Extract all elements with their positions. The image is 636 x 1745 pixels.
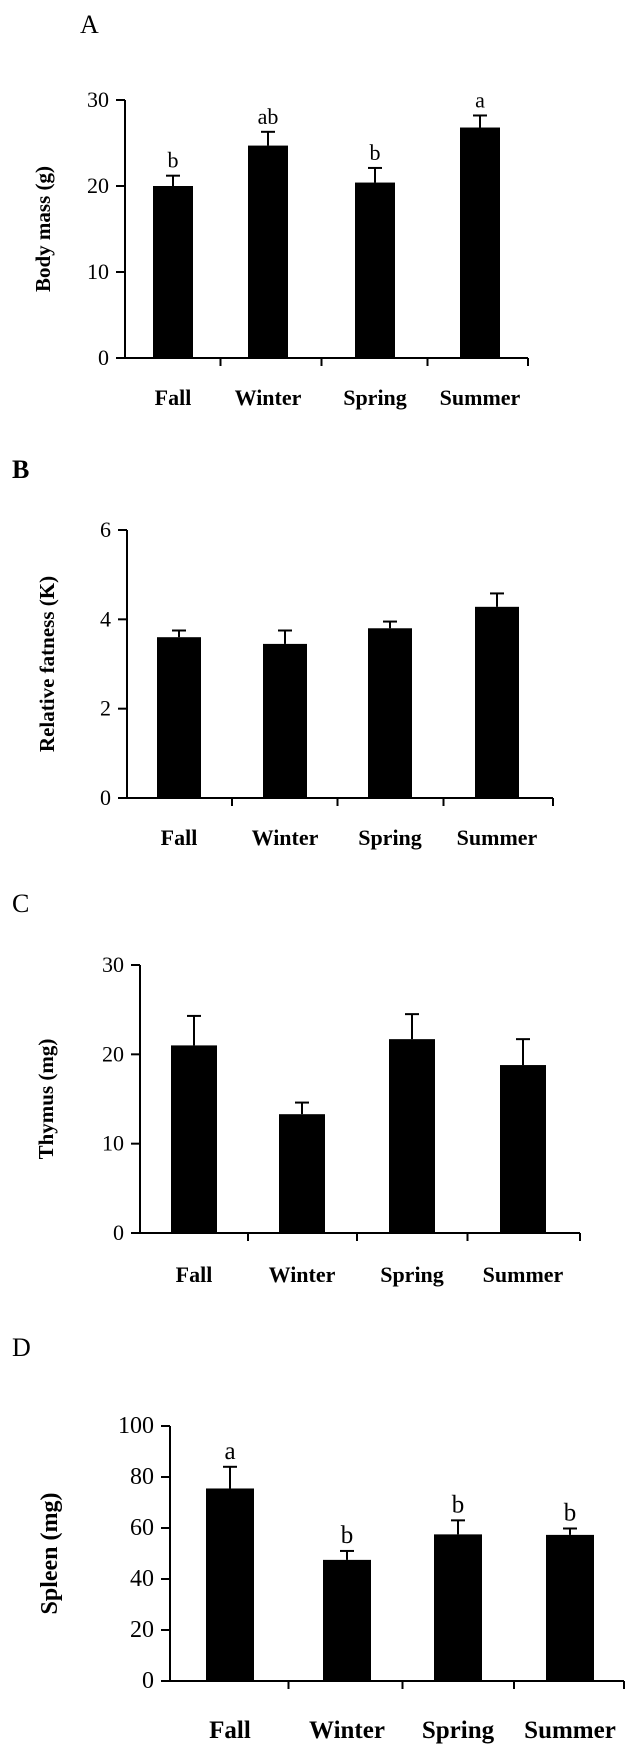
y-tick-label-c: 30 [102, 952, 124, 977]
bar-d-spring [434, 1534, 482, 1681]
significance-label-d: b [452, 1491, 465, 1518]
y-tick-label-d: 20 [130, 1617, 154, 1643]
category-label-a: Summer [440, 385, 521, 410]
significance-label-a: a [475, 87, 485, 112]
panel-a: A 0 10 20 30 b Fall ab Winter b Spring a Summer Body … [31, 10, 529, 410]
y-tick-label-b: 6 [100, 517, 111, 542]
category-label-b: Spring [358, 825, 422, 850]
bar-b-fall [157, 637, 201, 798]
y-tick-label-a: 20 [87, 173, 109, 198]
panel-label-d: D [12, 1333, 31, 1362]
category-label-a: Spring [343, 385, 407, 410]
bar-d-summer [546, 1534, 594, 1681]
bar-d-fall [206, 1488, 254, 1681]
bar-a-summer [460, 127, 500, 359]
y-tick-label-d: 80 [130, 1464, 154, 1490]
y-axis-title-b: Relative fatness (K) [35, 576, 59, 752]
category-label-c: Summer [483, 1262, 564, 1287]
bar-c-summer [500, 1065, 546, 1233]
significance-label-d: a [224, 1438, 235, 1465]
significance-label-d: b [341, 1522, 354, 1549]
panel-label-c: C [12, 889, 29, 918]
panel-b: B 0 2 4 6 Fall Winter Spring Summer Relative fatn… [12, 455, 554, 850]
y-tick-label-b: 0 [100, 785, 111, 810]
y-tick-label-a: 10 [87, 259, 109, 284]
y-axis-title-c: Thymus (mg) [34, 1039, 58, 1160]
category-label-c: Fall [176, 1262, 213, 1287]
bar-c-fall [171, 1045, 217, 1233]
category-label-c: Spring [380, 1262, 444, 1287]
panel-label-b: B [12, 455, 29, 484]
y-axis-title-d: Spleen (mg) [37, 1493, 63, 1615]
bar-a-fall [153, 186, 193, 358]
y-tick-label-c: 20 [102, 1041, 124, 1066]
panel-d: D 0 20 40 60 80 100 a Fall b Winter b Spring b Summer S… [12, 1333, 625, 1744]
category-label-c: Winter [269, 1262, 336, 1287]
bar-b-winter [263, 643, 307, 798]
bar-c-spring [389, 1039, 435, 1233]
y-tick-label-a: 30 [87, 87, 109, 112]
category-label-d: Winter [309, 1717, 385, 1744]
bar-c-winter [279, 1114, 325, 1233]
y-tick-label-a: 0 [98, 345, 109, 370]
panel-label-a: A [80, 10, 99, 39]
bar-b-summer [475, 606, 519, 798]
category-label-a: Winter [235, 385, 302, 410]
bar-a-winter [248, 145, 288, 358]
category-label-b: Winter [252, 825, 319, 850]
panel-c: C 0 10 20 30 Fall Winter Spring Summer Thymus (mg… [12, 889, 581, 1287]
y-tick-label-b: 2 [100, 696, 111, 721]
category-label-d: Summer [524, 1717, 616, 1744]
significance-label-a: b [168, 148, 179, 173]
y-tick-label-d: 60 [130, 1515, 154, 1541]
y-tick-label-d: 40 [130, 1566, 154, 1592]
y-tick-label-c: 10 [102, 1131, 124, 1156]
significance-label-d: b [564, 1500, 577, 1527]
significance-label-a: ab [258, 104, 279, 129]
significance-label-a: b [370, 140, 381, 165]
y-axis-title-a: Body mass (g) [31, 166, 55, 292]
y-tick-label-c: 0 [113, 1220, 124, 1245]
bar-b-spring [368, 628, 412, 798]
bar-d-winter [323, 1559, 371, 1681]
y-tick-label-d: 0 [142, 1668, 154, 1694]
category-label-b: Summer [457, 825, 538, 850]
category-label-d: Fall [209, 1717, 251, 1744]
y-tick-label-b: 4 [100, 606, 111, 631]
category-label-a: Fall [155, 385, 192, 410]
category-label-d: Spring [422, 1717, 495, 1744]
category-label-b: Fall [161, 825, 198, 850]
bar-a-spring [355, 182, 395, 358]
y-tick-label-d: 100 [118, 1413, 154, 1439]
